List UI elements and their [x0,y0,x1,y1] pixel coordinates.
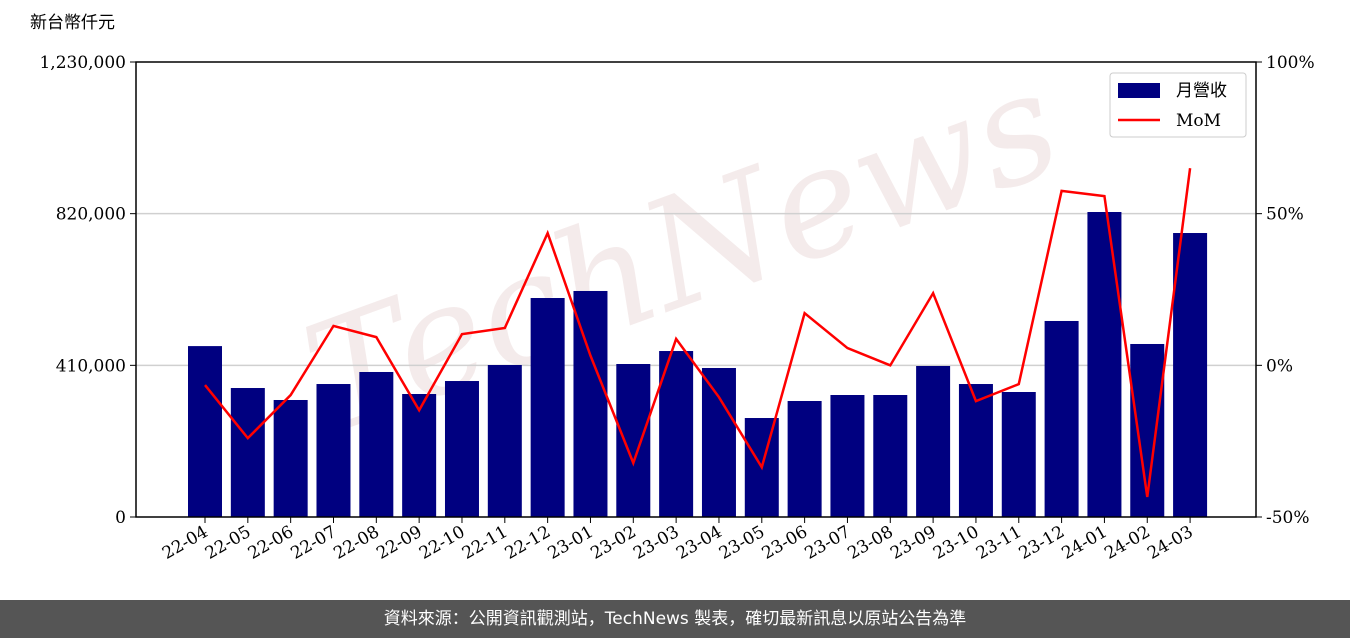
x-tick-label: 22-07 [288,522,340,564]
x-tick-label: 24-03 [1144,522,1196,564]
y-tick-label: 1,230,000 [39,53,126,73]
bar [787,400,822,517]
x-tick-label: 22-10 [416,522,468,564]
y2-tick-label: 100% [1266,53,1315,73]
chart: 新台幣仟元 TechNews 0410,000820,0001,230,000-… [30,13,1315,564]
bar [573,290,608,517]
bar [230,388,265,517]
legend-label: 月營收 [1176,81,1227,101]
y-tick-label: 820,000 [56,205,126,225]
x-tick-label: 22-12 [502,522,554,564]
x-tick-label: 23-07 [802,522,854,564]
y-axis-label: 新台幣仟元 [30,13,115,33]
x-tick-label: 23-04 [673,522,725,564]
legend-label: MoM [1176,111,1221,131]
bar [830,395,865,517]
y2-tick-label: 0% [1266,356,1293,376]
bar [402,394,437,517]
bar [701,367,736,517]
bar [616,364,651,517]
line [204,168,1192,498]
y-tick-label: 410,000 [56,356,126,376]
bar [316,384,351,517]
x-tick-label: 22-05 [202,522,254,564]
bar [916,365,951,517]
y-tick-label: 0 [115,508,126,528]
bar [1087,212,1122,518]
x-tick-label: 24-01 [1058,522,1110,564]
bar [1001,392,1036,517]
x-tick-label: 22-11 [459,522,511,564]
x-tick-label: 23-06 [759,522,811,564]
bar [530,298,565,517]
bar [873,395,908,517]
bar [359,371,394,517]
x-tick-label: 23-05 [716,522,768,564]
x-tick-label: 23-10 [930,522,982,564]
bar [188,346,222,517]
bar [659,351,694,517]
bar [958,384,993,517]
bar [1173,233,1208,517]
bar [1044,320,1079,517]
legend-swatch [1118,83,1160,98]
footer: 資料來源：公開資訊觀測站，TechNews 製表，確切最新訊息以原站公告為準 [0,600,1350,638]
y2-tick-label: -50% [1266,508,1310,528]
x-tick-label: 22-09 [373,522,425,564]
x-tick-label: 22-06 [245,522,297,564]
bar [487,365,522,517]
x-tick-label: 23-09 [887,522,939,564]
x-tick-label: 23-02 [587,522,639,564]
x-tick-label: 23-12 [1016,522,1068,564]
bar [273,399,308,517]
bar [444,381,479,517]
x-tick-label: 22-04 [159,522,211,564]
y2-tick-label: 50% [1266,205,1304,225]
plot-frame [135,61,1257,518]
x-tick-label: 23-03 [630,522,682,564]
x-tick-label: 23-08 [844,522,896,564]
x-tick-label: 22-08 [330,522,382,564]
x-tick-label: 23-11 [973,522,1025,564]
x-tick-label: 24-02 [1101,522,1153,564]
x-tick-label: 23-01 [545,522,597,564]
